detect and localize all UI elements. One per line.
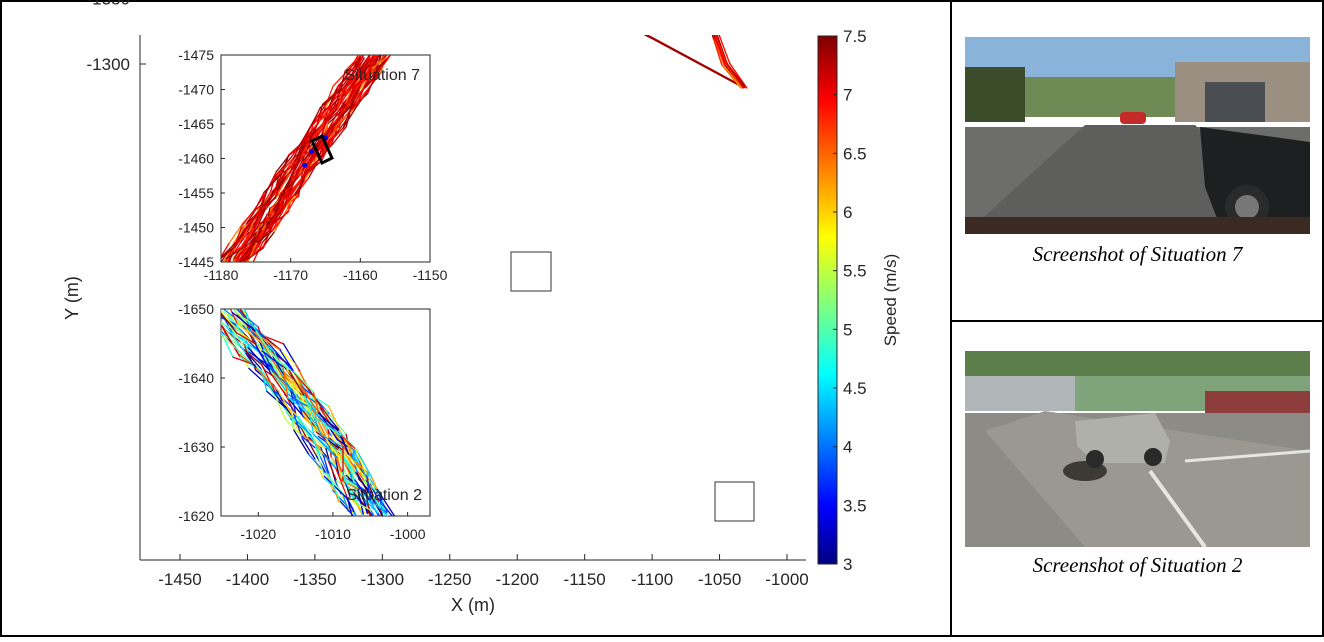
colorbar-tick-label: 3	[843, 555, 852, 574]
trajectory-main	[707, 0, 718, 37]
inset7-x-tick-label: -1150	[413, 267, 448, 283]
inset7-low-speed-point	[302, 163, 307, 168]
colorbar-tick-label: 4.5	[843, 379, 867, 398]
colorbar-tick-label: 7.5	[843, 27, 867, 46]
inset7-y-tick-label: -1445	[178, 254, 214, 270]
trajectory-main	[705, 0, 716, 37]
inset7-y-tick-label: -1460	[178, 151, 214, 167]
trajectory-main	[706, 0, 718, 38]
screenshot-situation-2	[965, 351, 1310, 547]
inset7-y-tick-label: -1465	[178, 116, 214, 132]
inset2-y-tick-label: -1630	[178, 439, 214, 455]
x-tick-label: -1100	[631, 570, 673, 589]
trajectory-main	[706, 0, 717, 37]
trajectory-main	[702, 0, 714, 38]
colorbar-tick-label: 6	[843, 203, 852, 222]
main-axes: -1450 -1400 -1350 -1300 -1250 -1200 -1150 -1100…	[62, 0, 809, 615]
trajectory-main	[708, 0, 720, 37]
inset7-x-tick-label: -1160	[343, 267, 378, 283]
colorbar-tick-label: 5.5	[843, 262, 867, 281]
inset2-x-tick-label: -1010	[315, 526, 351, 542]
caption-situation-7: Screenshot of Situation 7	[951, 242, 1324, 267]
trajectory-return	[496, 0, 651, 38]
main-ylabel: Y (m)	[62, 276, 82, 320]
inset7-y-tick-label: -1475	[178, 47, 214, 63]
colorbar-tick-label: 3.5	[843, 496, 867, 515]
x-tick-label: -1300	[361, 570, 404, 589]
inset7-low-speed-point	[309, 149, 314, 154]
trajectory-main	[705, 0, 715, 38]
trajectory-main	[704, 0, 715, 38]
inset7-y-tick-label: -1450	[178, 220, 214, 236]
trajectory-main	[705, 0, 715, 38]
inset7-y-tick-label: -1455	[178, 185, 214, 201]
y-tick-label: -1300	[87, 55, 130, 74]
trajectory-main	[706, 0, 717, 38]
colorbar-tick-label: 6.5	[843, 144, 867, 163]
inset-title-situation-2: Situation 2	[346, 487, 422, 504]
inset2-x-tick-label: -1020	[240, 526, 276, 542]
inset7-y-tick-label: -1470	[178, 82, 214, 98]
inset7-x-tick-label: -1170	[273, 267, 308, 283]
colorbar-label: Speed (m/s)	[881, 254, 900, 347]
inset2-y-tick-label: -1620	[178, 508, 214, 524]
y-tick-label: -1350	[87, 0, 130, 8]
trajectory-return	[498, 0, 653, 38]
x-tick-label: -1000	[765, 570, 808, 589]
x-tick-label: -1250	[428, 570, 471, 589]
colorbar-tick-label: 7	[843, 86, 852, 105]
colorbar-tick-label: 4	[843, 438, 852, 457]
trajectory-main	[706, 0, 718, 37]
trajectory-main	[703, 0, 714, 38]
x-tick-label: -1400	[226, 570, 269, 589]
speed-colorbar: 7.5 7 6.5 6 5.5 5 4.5 4 3.5 3 Speed (m/s)	[818, 27, 900, 574]
caption-situation-2: Screenshot of Situation 2	[951, 553, 1324, 578]
x-tick-label: -1350	[293, 570, 336, 589]
inset-title-situation-7: Situation 7	[344, 67, 420, 84]
x-tick-label: -1200	[495, 570, 538, 589]
x-tick-label: -1150	[564, 570, 606, 589]
screenshot-situation-7	[965, 37, 1310, 234]
x-tick-label: -1450	[158, 570, 201, 589]
inset2-x-tick-label: -1000	[390, 526, 426, 542]
main-xlabel: X (m)	[451, 595, 495, 615]
trajectory-main	[706, 0, 717, 38]
trajectory-main	[705, 0, 717, 38]
x-tick-label: -1050	[698, 570, 741, 589]
inset2-y-tick-label: -1640	[178, 370, 214, 386]
inset2-y-tick-label: -1650	[178, 301, 214, 317]
colorbar-tick-label: 5	[843, 320, 852, 339]
